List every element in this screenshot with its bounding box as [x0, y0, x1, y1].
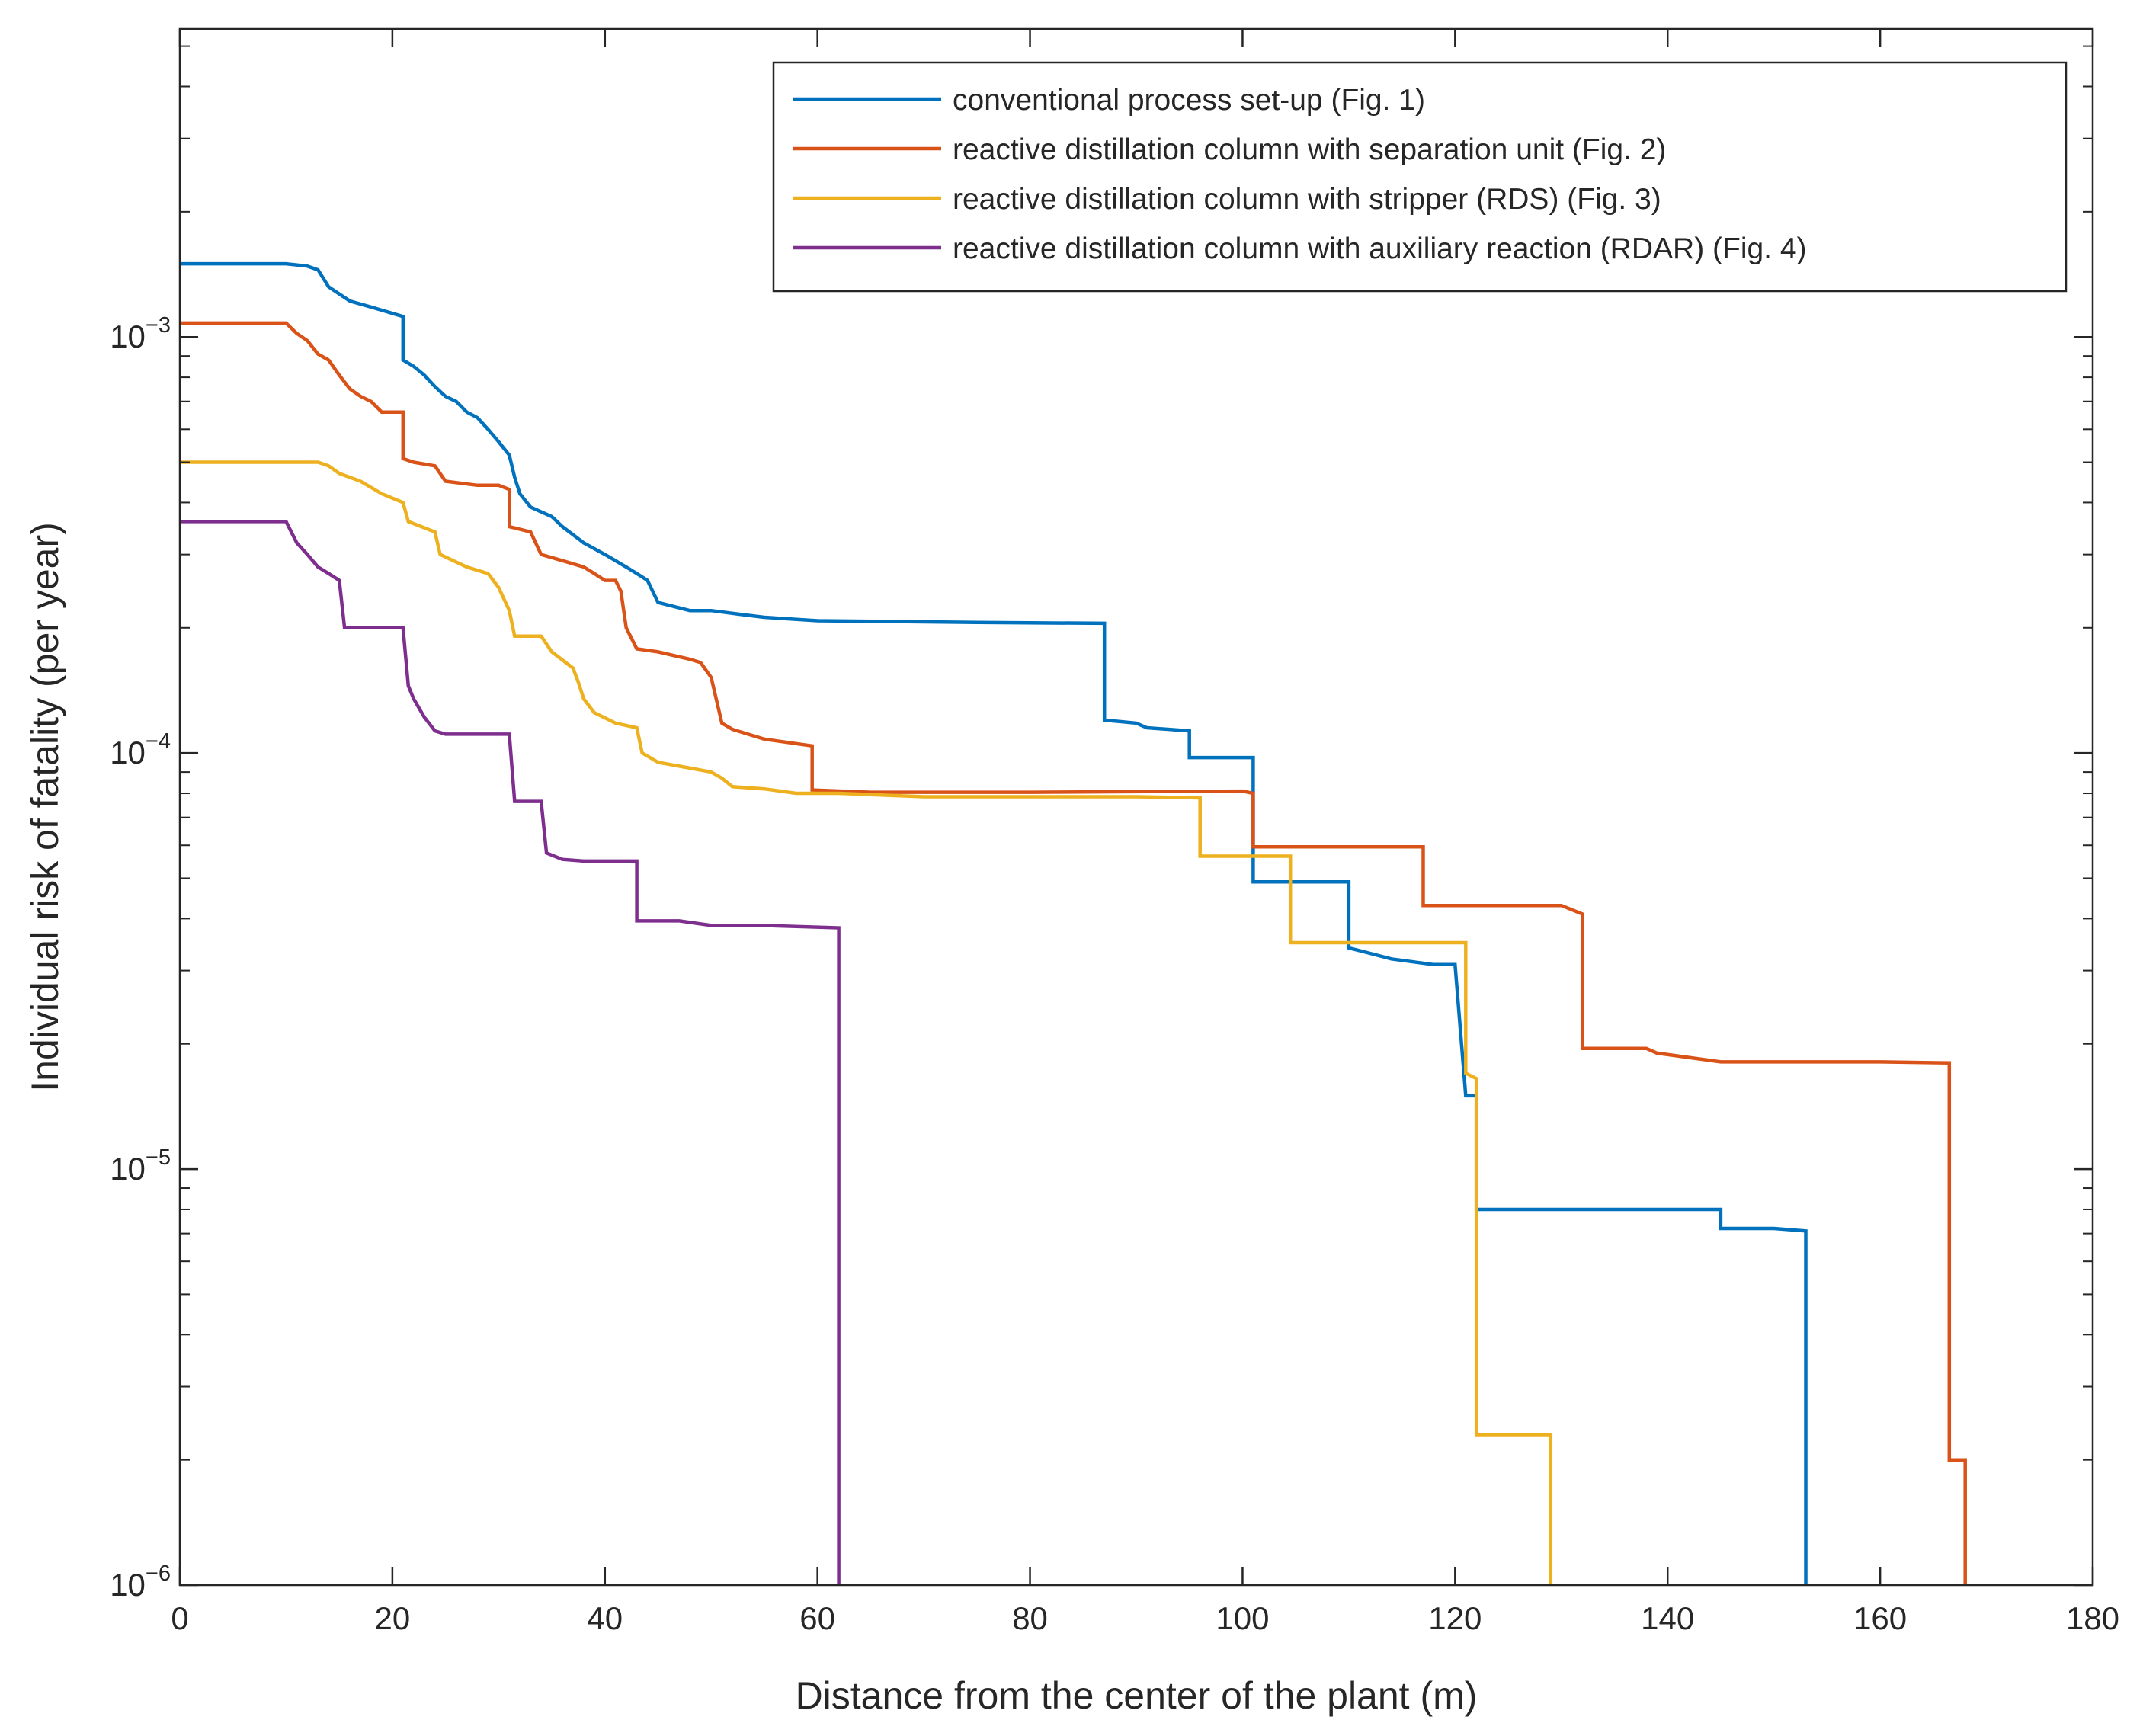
- axes-frame: [178, 27, 2094, 1587]
- x-axis-label: Distance from the center of the plant (m…: [796, 1674, 1478, 1717]
- y-axis-label: Individual risk of fatality (per year): [24, 522, 66, 1092]
- legend-box: [772, 61, 2068, 293]
- legend-label-4: reactive distillation column with auxili…: [953, 232, 1807, 265]
- x-tick-label: 80: [1012, 1600, 1048, 1636]
- y-tick-label: 10−3: [110, 313, 171, 354]
- x-tick-label: 40: [587, 1600, 623, 1636]
- x-tick-label: 180: [2066, 1600, 2119, 1636]
- y-tick-label: 10−5: [110, 1145, 171, 1187]
- legend-label-2: reactive distillation column with separa…: [953, 133, 1666, 166]
- x-tick-label: 100: [1216, 1600, 1269, 1636]
- legend-label-1: conventional process set-up (Fig. 1): [953, 84, 1425, 117]
- x-tick-label: 120: [1428, 1600, 1482, 1636]
- legend-label-3: reactive distillation column with stripp…: [953, 183, 1661, 216]
- x-tick-label: 20: [375, 1600, 411, 1636]
- series-line-4: [180, 520, 841, 1585]
- axes: 0 20 40 60 80 100 120 140 160 180 10−3 10−4 10−5 10−6: [110, 27, 2119, 1636]
- series-line-1: [180, 261, 1808, 1585]
- x-tick-label: 140: [1641, 1600, 1694, 1636]
- x-tick-label: 160: [1853, 1600, 1907, 1636]
- x-tick-label: 60: [799, 1600, 835, 1636]
- y-tick-label: 10−6: [110, 1561, 171, 1603]
- series-line-3: [180, 460, 1553, 1585]
- series-group: [180, 261, 1967, 1585]
- series-line-2: [180, 321, 1967, 1585]
- legend: conventional process set-up (Fig. 1) reac…: [772, 61, 2068, 293]
- y-tick-label: 10−4: [110, 729, 171, 770]
- x-tick-label: 0: [171, 1600, 188, 1636]
